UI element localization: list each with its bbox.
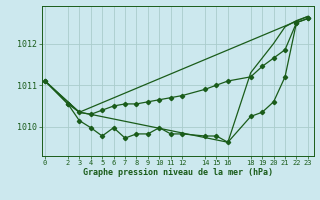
X-axis label: Graphe pression niveau de la mer (hPa): Graphe pression niveau de la mer (hPa) bbox=[83, 168, 273, 177]
